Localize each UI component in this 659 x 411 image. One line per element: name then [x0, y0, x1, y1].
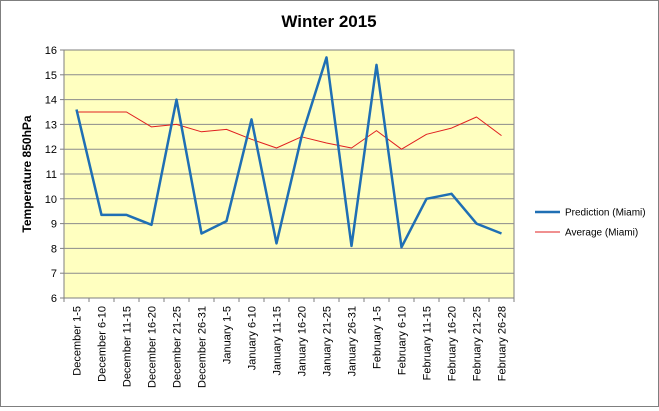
series-line-prediction	[75, 56, 502, 249]
y-tick-label: 8	[51, 243, 57, 255]
x-tick-label: January 11-15	[272, 306, 284, 376]
x-tick-label: February 11-15	[422, 306, 434, 380]
y-tick-label: 15	[45, 70, 57, 82]
x-tick-label: December 11-15	[122, 306, 134, 387]
x-tick-label: February 21-25	[472, 306, 484, 381]
x-tick-label: December 6-10	[97, 306, 109, 382]
y-tick-label: 14	[45, 95, 57, 107]
x-tick-label: January 21-25	[322, 306, 334, 376]
x-tick-labels: December 1-5 December 6-10 December 11-15 D…	[72, 306, 509, 388]
x-tick-label: January 26-31	[347, 306, 359, 376]
x-tick-label: January 1-5	[222, 306, 234, 364]
x-tick-label: February 16-20	[447, 306, 459, 381]
x-tick-label: December 21-25	[172, 306, 184, 388]
x-tick-label: December 16-20	[147, 306, 159, 388]
y-tick-label: 16	[45, 45, 57, 57]
y-axis-title: Temperature 850hPa	[20, 115, 34, 232]
gridlines	[60, 49, 515, 302]
x-tick-label: January 6-10	[247, 306, 259, 370]
y-tick-label: 13	[45, 119, 57, 131]
legend-label: Average (Miami)	[565, 228, 638, 239]
x-tick-label: January 16-20	[297, 306, 309, 376]
y-tick-label: 12	[45, 144, 57, 156]
x-tick-label: December 1-5	[72, 306, 84, 376]
y-tick-labels: 6 7 8 9 10 11 12 13 14 15 16	[45, 45, 57, 305]
y-tick-label: 9	[51, 219, 57, 231]
x-tick-label: February 26-28	[497, 306, 509, 381]
x-tick-label: December 26-31	[197, 306, 209, 388]
legend: Prediction (Miami) Average (Miami)	[535, 208, 646, 239]
legend-label: Prediction (Miami)	[565, 208, 646, 219]
series-line-average	[76, 111, 502, 150]
series-lines	[75, 56, 502, 249]
x-tick-label: February 1-5	[372, 306, 384, 369]
y-tick-label: 6	[51, 293, 57, 305]
x-tick-label: February 6-10	[397, 306, 409, 375]
y-tick-label: 10	[45, 194, 57, 206]
y-tick-label: 7	[51, 268, 57, 280]
chart-title: Winter 2015	[281, 12, 376, 31]
y-tick-label: 11	[46, 169, 57, 181]
